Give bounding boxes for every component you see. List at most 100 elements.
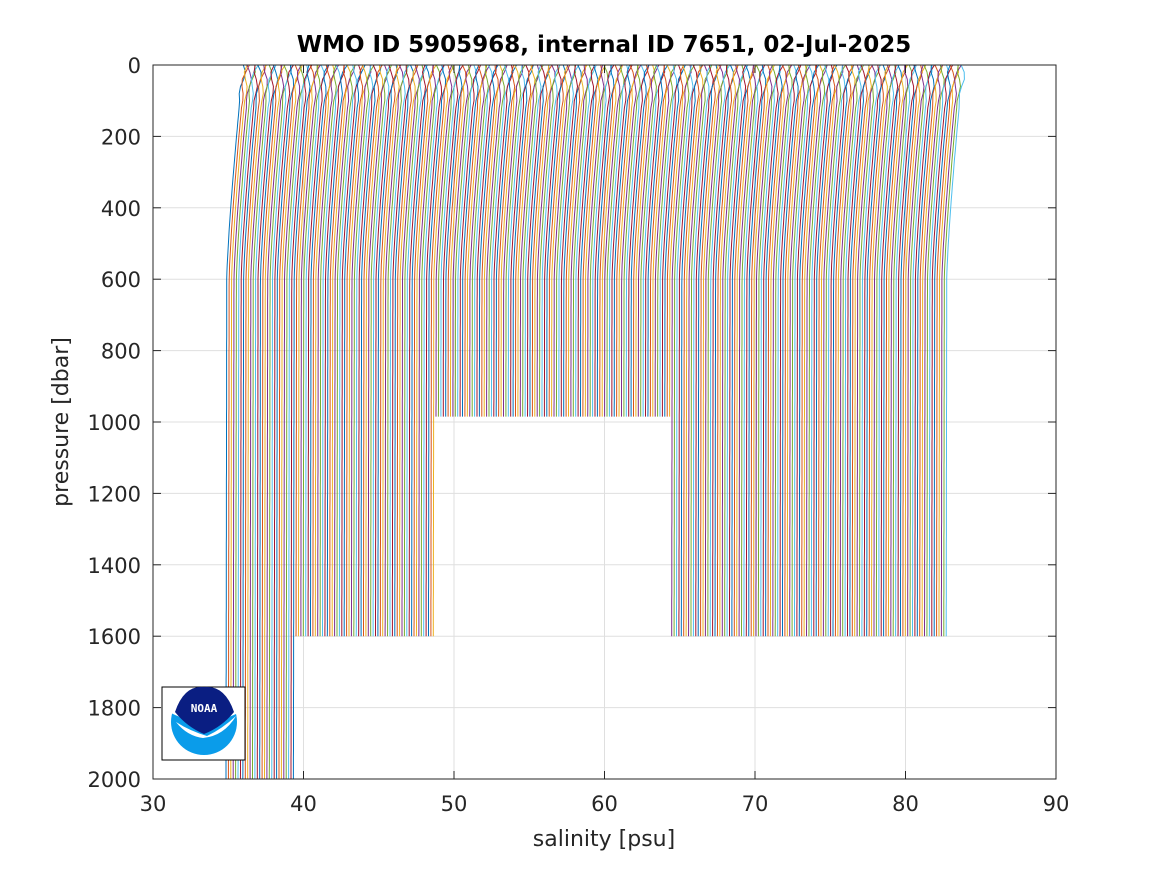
profile-line bbox=[704, 64, 725, 637]
profile-line bbox=[938, 64, 960, 637]
profile-line bbox=[782, 64, 800, 637]
profile-line bbox=[541, 64, 561, 417]
profile-line bbox=[796, 64, 818, 637]
profile-line bbox=[885, 64, 907, 637]
profile-line bbox=[457, 64, 477, 417]
profile-line bbox=[565, 64, 587, 417]
profile-line bbox=[423, 64, 445, 637]
profile-line bbox=[476, 64, 498, 417]
profile-line bbox=[486, 64, 508, 417]
profile-line bbox=[685, 64, 704, 637]
profile-line bbox=[488, 64, 507, 417]
profile-line bbox=[358, 64, 378, 637]
profile-line bbox=[273, 64, 294, 779]
profile-line bbox=[329, 64, 348, 637]
profile-line bbox=[868, 64, 891, 637]
profile-line bbox=[871, 64, 889, 637]
profile-line bbox=[866, 64, 887, 637]
profile-line bbox=[849, 64, 870, 637]
profile-line bbox=[297, 64, 319, 637]
profile-line bbox=[912, 64, 933, 637]
profile-line bbox=[244, 64, 267, 779]
profile-line bbox=[719, 64, 739, 637]
profile-line bbox=[873, 64, 893, 637]
profile-line bbox=[462, 64, 480, 417]
profile-line bbox=[406, 64, 428, 637]
profile-line bbox=[425, 64, 445, 637]
profile-line bbox=[483, 64, 504, 417]
profile-line bbox=[377, 64, 398, 637]
profile-line bbox=[403, 64, 425, 637]
profile-line bbox=[548, 64, 571, 417]
profile-line bbox=[264, 64, 286, 779]
profile-line bbox=[921, 64, 944, 637]
profile-line bbox=[503, 64, 524, 417]
profile-line bbox=[856, 64, 876, 637]
profile-line bbox=[249, 64, 268, 779]
profile-line bbox=[312, 64, 331, 637]
profile-line bbox=[822, 64, 844, 637]
profile-line bbox=[353, 64, 375, 637]
profile-line bbox=[625, 64, 645, 417]
x-tick-label: 70 bbox=[742, 792, 769, 816]
profile-line bbox=[621, 64, 642, 417]
profile-line bbox=[295, 64, 315, 637]
profile-line bbox=[230, 64, 248, 779]
profile-line bbox=[399, 64, 418, 637]
profile-line bbox=[584, 64, 607, 417]
profile-line bbox=[606, 64, 625, 417]
profile-line bbox=[618, 65, 639, 417]
profile-line bbox=[459, 64, 482, 417]
y-tick-label: 600 bbox=[101, 268, 141, 292]
profile-line bbox=[310, 64, 329, 637]
profile-line bbox=[560, 64, 579, 417]
profile-line bbox=[794, 64, 814, 637]
profile-line bbox=[367, 64, 388, 637]
profile-line bbox=[471, 64, 489, 417]
profile-line bbox=[673, 64, 695, 637]
profile-line bbox=[830, 64, 850, 637]
profile-line bbox=[242, 64, 262, 780]
profile-line bbox=[726, 64, 749, 637]
profile-line bbox=[401, 64, 420, 637]
profile-line bbox=[695, 64, 714, 637]
profile-line bbox=[452, 64, 472, 417]
profile-line bbox=[645, 64, 666, 417]
x-axis: 30 40 50 60 70 80 90 bbox=[140, 65, 1069, 816]
profile-line bbox=[382, 64, 400, 637]
y-tick-label: 200 bbox=[101, 125, 141, 149]
profile-line bbox=[774, 64, 793, 637]
profile-line bbox=[338, 64, 357, 637]
profile-line bbox=[437, 64, 457, 417]
profile-line bbox=[558, 64, 580, 417]
profile-line bbox=[389, 64, 410, 637]
profile-line bbox=[697, 64, 719, 637]
y-tick-label: 2000 bbox=[88, 768, 141, 792]
profile-line bbox=[854, 64, 872, 637]
profile-line bbox=[635, 64, 656, 417]
profile-line bbox=[305, 64, 325, 637]
profile-line bbox=[288, 64, 309, 779]
profile-line bbox=[495, 64, 518, 417]
profile-line bbox=[757, 64, 777, 637]
profile-line bbox=[931, 64, 954, 637]
profile-line bbox=[688, 64, 708, 637]
profile-line bbox=[539, 64, 561, 417]
x-tick-label: 30 bbox=[140, 792, 167, 816]
profile-line bbox=[721, 64, 741, 637]
noaa-logo-text: NOAA bbox=[191, 702, 218, 715]
y-axis-label: pressure [dbar] bbox=[49, 337, 74, 507]
profile-line bbox=[336, 64, 356, 637]
profile-line bbox=[512, 64, 534, 417]
profile-line bbox=[363, 64, 383, 637]
profile-line bbox=[680, 64, 702, 637]
y-tick-label: 400 bbox=[101, 197, 141, 221]
profile-line bbox=[919, 64, 939, 637]
profile-line bbox=[546, 64, 567, 417]
profile-line bbox=[669, 64, 688, 417]
profile-line bbox=[825, 64, 847, 637]
profile-line bbox=[543, 64, 562, 417]
x-tick-label: 80 bbox=[892, 792, 919, 816]
y-tick-label: 1000 bbox=[88, 411, 141, 435]
profile-line bbox=[408, 64, 427, 637]
